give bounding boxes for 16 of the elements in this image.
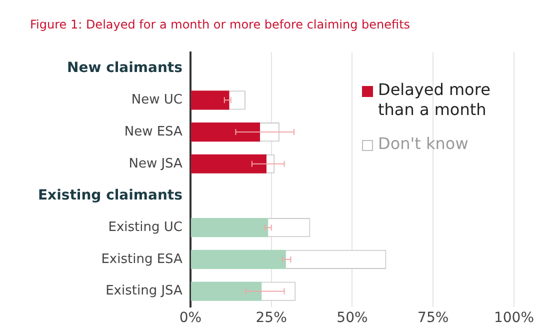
- x-tick-label: 100%: [494, 310, 534, 326]
- y-tick-label: New ESA: [124, 124, 183, 140]
- y-tick-label: Existing JSA: [106, 284, 183, 299]
- y-tick-label: New claimants: [67, 60, 182, 76]
- legend-label: Delayed more than a month: [378, 80, 492, 120]
- text: Don't know: [378, 134, 468, 154]
- x-tick-label: 50%: [336, 310, 368, 326]
- x-tick-label: 25%: [256, 310, 287, 326]
- y-tick-label: Existing ESA: [101, 252, 183, 267]
- y-tick-label: New JSA: [128, 156, 183, 172]
- y-tick-label: Existing UC: [108, 220, 182, 235]
- x-tick-label: 75%: [418, 310, 449, 326]
- x-tick-label: 0%: [179, 310, 202, 326]
- y-tick-label: Existing claimants: [38, 187, 182, 204]
- y-tick-label: New UC: [131, 92, 182, 108]
- chart-title: Figure 1: Delayed for a month or more before claiming benefits: [30, 17, 410, 32]
